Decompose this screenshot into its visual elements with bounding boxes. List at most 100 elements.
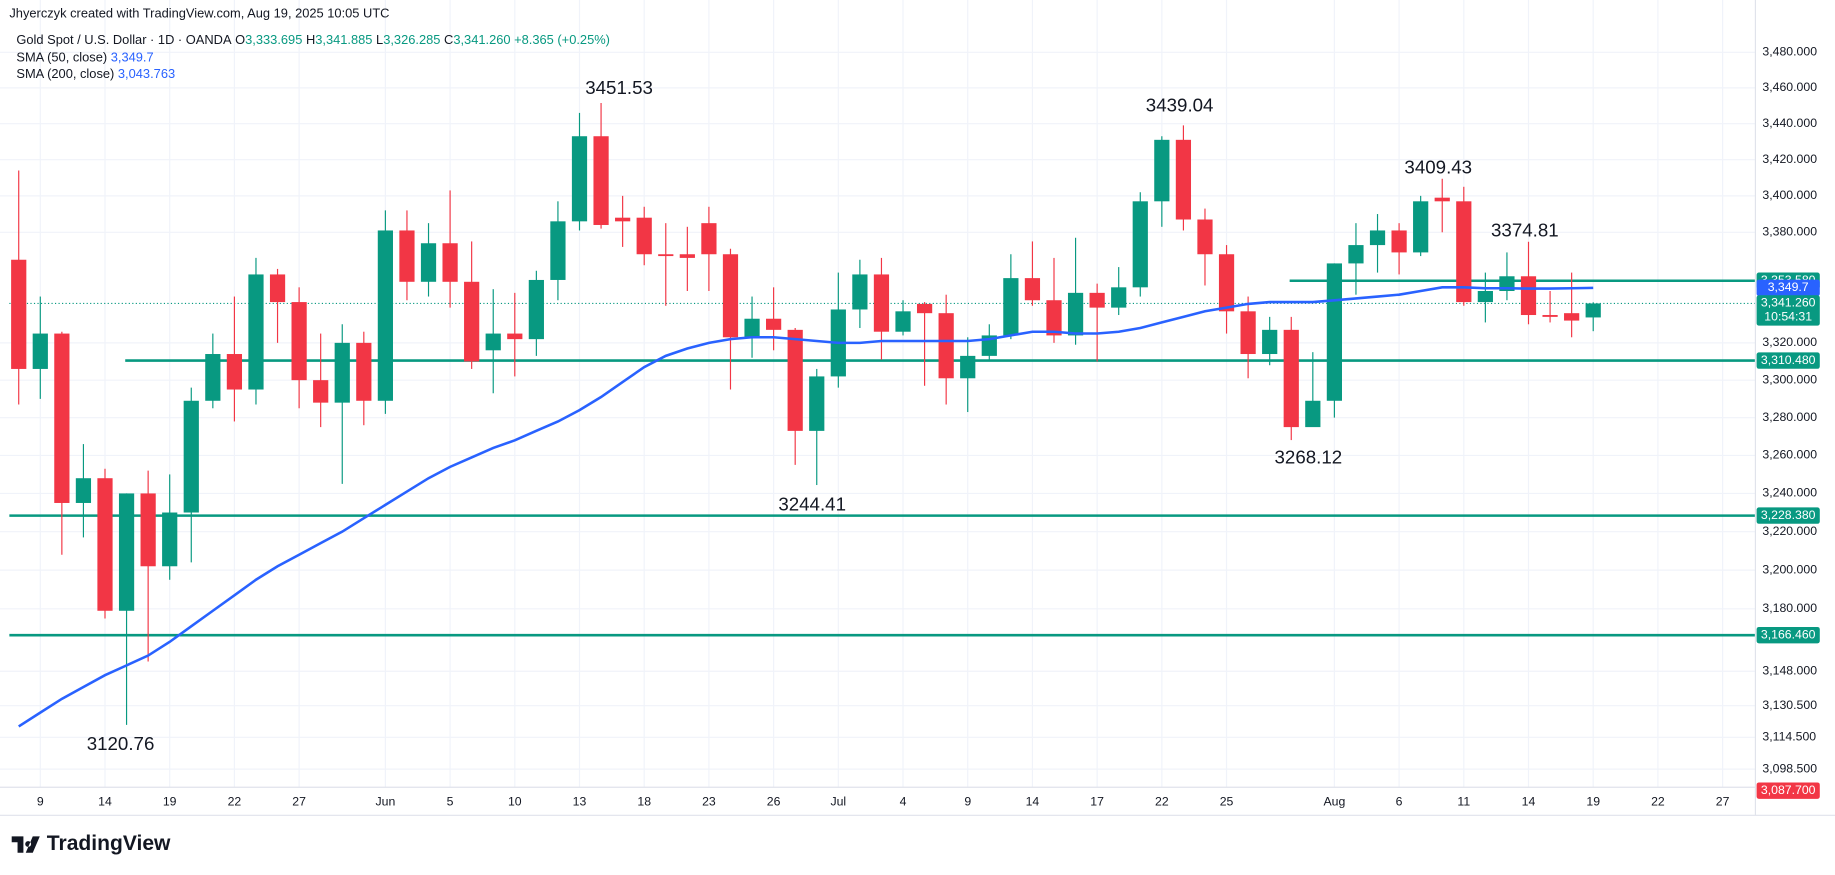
sma-label: 3,349.7: [1768, 280, 1809, 294]
annotation: 3268.12: [1275, 446, 1343, 467]
y-tick-label: 3,460.000: [1762, 80, 1817, 94]
ohlc-value: 3,333.695: [245, 32, 302, 47]
candle-body: [593, 136, 609, 225]
x-tick-label: 27: [1716, 795, 1730, 809]
candle-body: [1520, 276, 1537, 316]
candle-body: [1132, 201, 1148, 288]
candle-body: [205, 354, 221, 401]
candle-body: [1089, 292, 1105, 308]
x-tick-label: 14: [98, 795, 112, 809]
x-tick-label: 10: [508, 795, 522, 809]
candle-body: [1154, 139, 1170, 202]
y-tick-label: 3,280.000: [1762, 410, 1817, 424]
candle-body: [1326, 263, 1342, 401]
candle-body: [873, 274, 890, 332]
attribution: Jhyerczyk created with TradingView.com, …: [9, 5, 389, 20]
level-box: [1756, 507, 1820, 524]
candle-body: [1067, 292, 1084, 336]
annotation: 3244.41: [778, 493, 846, 514]
levels: [9, 279, 1756, 637]
ohlc-key: H: [306, 32, 315, 47]
candle-body: [1262, 329, 1278, 355]
ohlc-value: 3,341.260: [453, 32, 510, 47]
candle-body: [226, 354, 243, 390]
candle-body: [54, 333, 70, 503]
candle-body: [636, 217, 652, 255]
price-marker-box: [1756, 782, 1820, 799]
candle-body: [248, 274, 264, 390]
candle-body: [291, 302, 307, 381]
candle-body: [1434, 197, 1450, 202]
candle-body: [960, 355, 976, 379]
legend-value: 3,349.7: [111, 50, 154, 65]
y-tick-label: 3,220.000: [1762, 524, 1817, 538]
x-tick-label: 14: [1522, 795, 1536, 809]
legend-name: SMA (200, close): [16, 66, 114, 81]
candle-body: [420, 243, 437, 282]
candle-body: [744, 318, 760, 338]
sma50-legend: SMA (50, close) 3,349.7: [16, 50, 153, 65]
candle-body: [334, 342, 350, 403]
level-box: [1756, 352, 1820, 369]
candle-body: [1111, 287, 1127, 308]
candle-body: [1283, 329, 1299, 428]
sma200-legend: SMA (200, close) 3,043.763: [16, 66, 175, 81]
candle-body: [464, 281, 480, 362]
sma-box: [1756, 279, 1820, 297]
indicator-lines: [18, 286, 1594, 728]
sma-line: [18, 286, 1594, 728]
candle-body: [550, 221, 566, 280]
logo: TradingView: [11, 832, 171, 855]
y-tick-label: 3,200.000: [1762, 562, 1817, 576]
candle-body: [679, 254, 695, 258]
x-tick-label: 25: [1220, 795, 1234, 809]
y-tick-label: 3,320.000: [1762, 335, 1817, 349]
candles: [11, 103, 1601, 725]
y-tick-label: 3,400.000: [1762, 188, 1817, 202]
x-tick-label: 6: [1396, 795, 1403, 809]
x-tick-label: 22: [228, 795, 242, 809]
ohlc-key: O: [235, 32, 245, 47]
candle-body: [938, 313, 954, 379]
candle-body: [1003, 278, 1019, 336]
candle-body: [377, 230, 393, 401]
candle-body: [1175, 139, 1192, 220]
y-tick-label: 3,240.000: [1762, 486, 1817, 500]
ohlc-value: 3,326.285: [383, 32, 440, 47]
candle-body: [1218, 254, 1235, 312]
x-tick-label: 26: [767, 795, 781, 809]
grid: [0, 0, 1756, 788]
level-label: 3,228.380: [1761, 508, 1816, 522]
candle-body: [1046, 300, 1062, 336]
y-tick-label: 3,130.500: [1762, 698, 1817, 712]
x-tick-label: 19: [163, 795, 177, 809]
level-box: [1756, 626, 1820, 644]
candle-body: [1564, 313, 1580, 321]
labels: 3,480.000 3,460.000 3,440.000 3,420.000 3,40…: [37, 45, 1820, 809]
y-tick-label: 3,260.000: [1762, 448, 1817, 462]
x-tick-label: 14: [1026, 795, 1040, 809]
candle-body: [852, 274, 868, 310]
x-tick-label: 11: [1457, 795, 1470, 809]
logo-text: TradingView: [47, 832, 171, 855]
level-label: 3,166.460: [1761, 627, 1816, 641]
candle-body: [809, 376, 825, 431]
y-tick-label: 3,420.000: [1762, 152, 1817, 166]
x-tick-label: Jun: [375, 795, 395, 809]
candle-body: [1542, 315, 1558, 317]
x-tick-label: 13: [573, 795, 587, 809]
x-tick-label: 9: [37, 795, 44, 809]
y-tick-label: 3,300.000: [1762, 372, 1817, 386]
candle-body: [32, 333, 48, 369]
symbol-title: Gold Spot / U.S. Dollar · 1D · OANDA: [16, 32, 232, 47]
candle-body: [1456, 201, 1472, 303]
candle-body: [1585, 303, 1601, 318]
ohlc-key: C: [444, 32, 453, 47]
candle-body: [118, 493, 135, 611]
legend-name: SMA (50, close): [16, 50, 107, 65]
symbol-header: Gold Spot / U.S. Dollar · 1D · OANDA O3,…: [16, 32, 610, 47]
annotation: 3439.04: [1146, 94, 1214, 115]
candle-body: [571, 136, 588, 222]
candle-body: [399, 230, 415, 282]
